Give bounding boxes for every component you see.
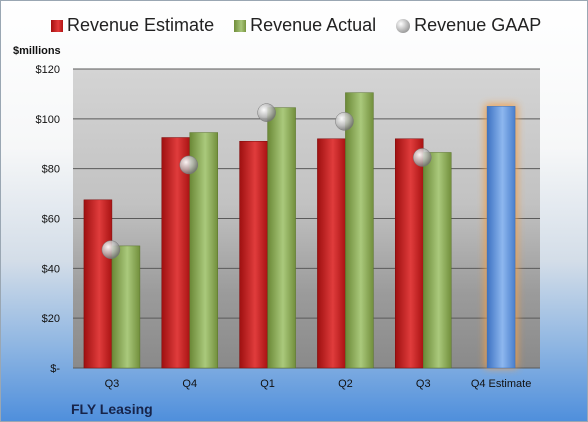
x-tick-label: Q4 Estimate bbox=[471, 378, 532, 390]
legend-label-estimate: Revenue Estimate bbox=[67, 15, 215, 35]
bar-estimate-forecast bbox=[486, 106, 516, 369]
bar-estimate bbox=[395, 138, 424, 369]
legend-swatch-actual bbox=[234, 19, 247, 32]
legend-item-gaap: Revenue GAAP bbox=[396, 15, 541, 36]
y-axis-unit-label: $millions bbox=[13, 45, 61, 57]
x-tick-label: Q3 bbox=[416, 378, 431, 390]
gaap-markers bbox=[101, 103, 432, 259]
legend-label-actual: Revenue Actual bbox=[250, 15, 377, 35]
y-tick-label: $20 bbox=[42, 313, 60, 325]
y-tick-label: $80 bbox=[42, 164, 60, 176]
y-tick-label: $60 bbox=[42, 214, 60, 226]
legend-label-gaap: Revenue GAAP bbox=[414, 15, 542, 35]
gaap-marker bbox=[335, 112, 354, 131]
x-tick-label: Q1 bbox=[260, 378, 275, 390]
y-tick-label: $120 bbox=[36, 64, 60, 76]
bar-estimate bbox=[161, 137, 190, 369]
gaap-marker bbox=[257, 103, 276, 122]
gaap-marker bbox=[179, 155, 198, 175]
legend-marker-gaap bbox=[396, 18, 411, 33]
bar-estimate bbox=[239, 141, 268, 369]
x-axis-ticks: Q3 Q4 Q1 Q2 Q3 Q4 Estimate bbox=[105, 378, 532, 390]
y-tick-label: $40 bbox=[42, 263, 60, 275]
bar-actual bbox=[345, 92, 374, 369]
company-name: FLY Leasing bbox=[71, 401, 153, 417]
y-axis-ticks: $- $20 $40 $60 $80 $100 $120 bbox=[36, 64, 61, 375]
bar-actual bbox=[267, 107, 296, 369]
bars bbox=[83, 92, 518, 369]
gaap-marker bbox=[101, 240, 121, 259]
gaap-marker bbox=[413, 148, 432, 167]
y-tick-label: $- bbox=[50, 363, 60, 375]
bar-actual bbox=[111, 245, 141, 369]
legend: Revenue Estimate Revenue Actual Revenue … bbox=[51, 15, 541, 36]
legend-item-actual: Revenue Actual bbox=[234, 15, 376, 36]
x-tick-label: Q2 bbox=[338, 378, 353, 390]
legend-swatch-estimate bbox=[51, 19, 63, 32]
x-tick-label: Q3 bbox=[105, 378, 120, 390]
gridlines bbox=[73, 68, 540, 369]
bar-actual bbox=[423, 152, 452, 369]
x-tick-label: Q4 bbox=[182, 378, 197, 390]
legend-item-estimate: Revenue Estimate bbox=[51, 15, 214, 36]
y-tick-label: $100 bbox=[36, 114, 60, 126]
bar-estimate bbox=[317, 138, 346, 369]
bar-estimate bbox=[83, 199, 113, 369]
